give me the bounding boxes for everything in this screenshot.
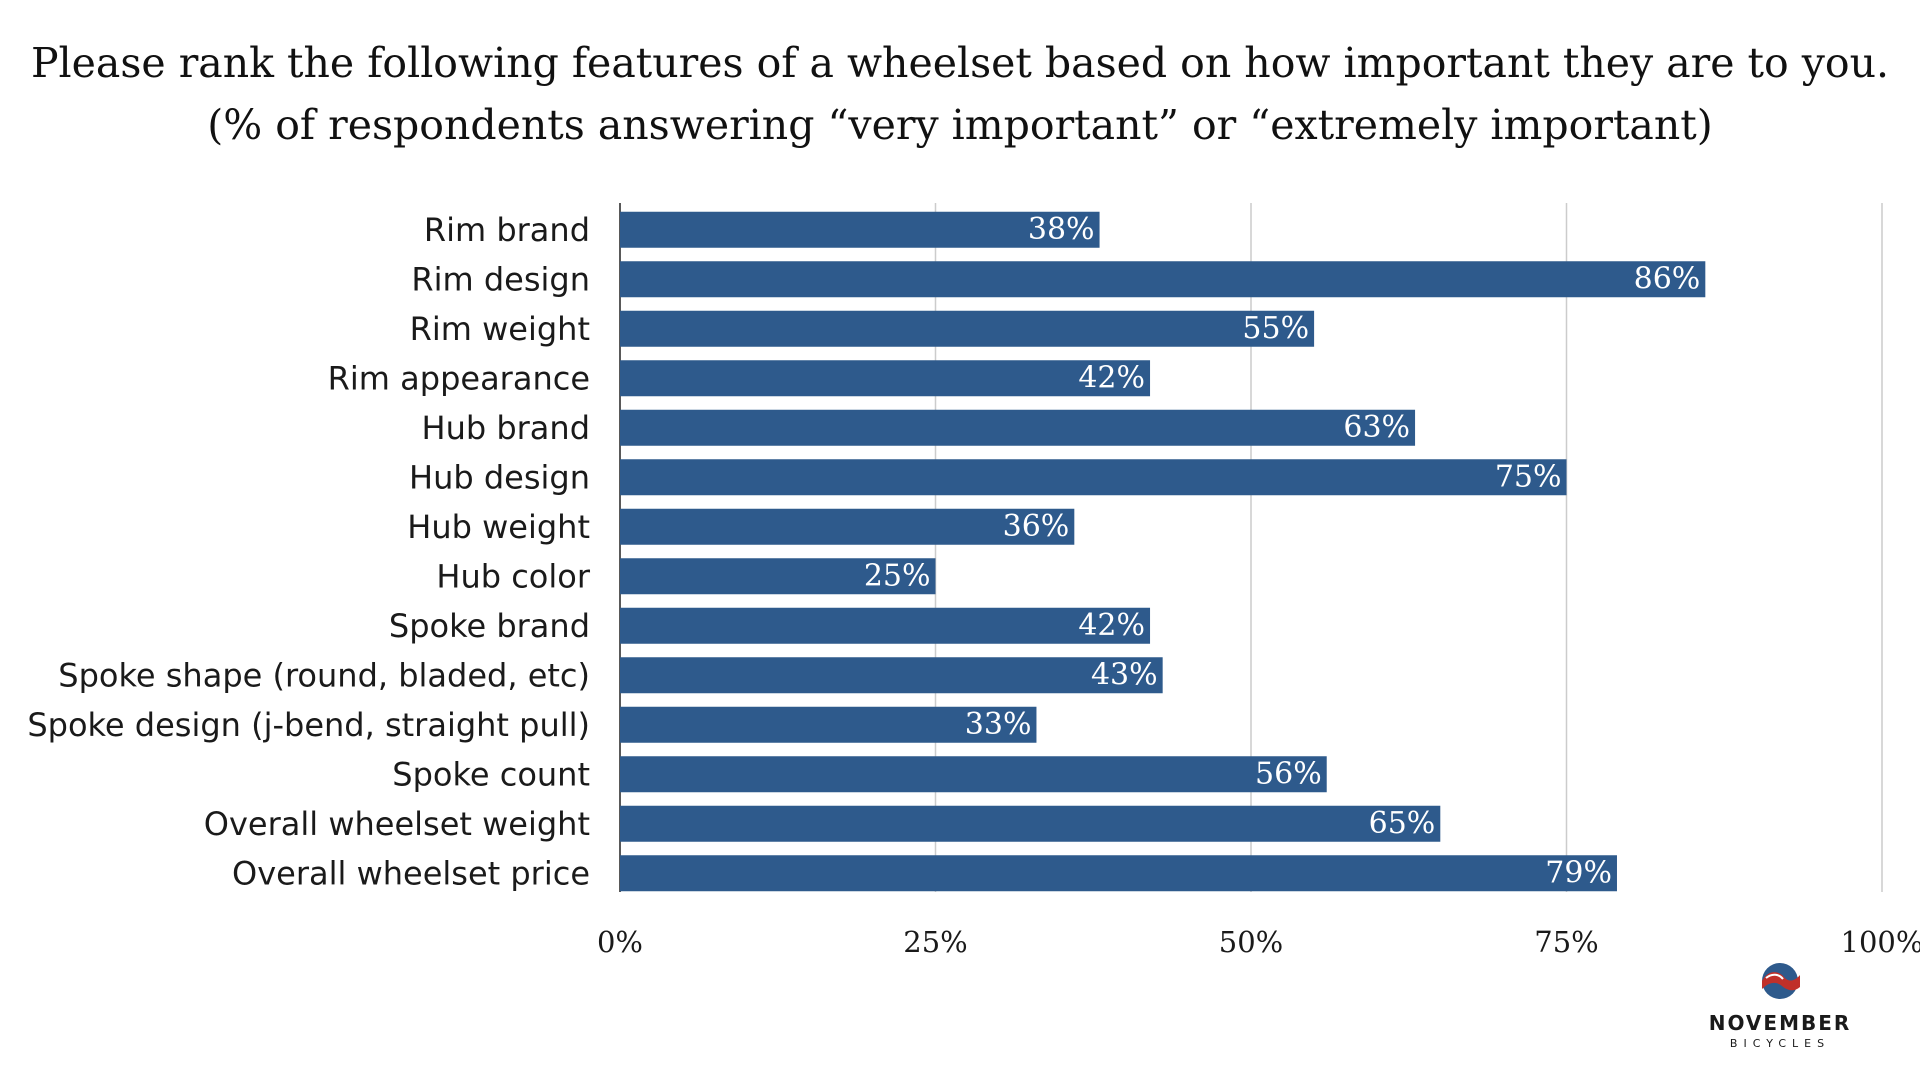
- data-label: 79%: [1545, 855, 1612, 890]
- category-label: Spoke brand: [389, 607, 590, 645]
- bar: [620, 360, 1151, 397]
- chart-title: Please rank the following features of a …: [30, 39, 1890, 87]
- logo-brand-text: NOVEMBER: [1708, 1011, 1852, 1035]
- category-label: Hub color: [436, 557, 590, 595]
- category-label: Hub design: [409, 458, 590, 496]
- x-tick-label: 0%: [597, 925, 643, 959]
- bar: [620, 310, 1315, 347]
- data-label: 75%: [1495, 459, 1562, 494]
- data-label: 56%: [1255, 756, 1322, 791]
- logo-sub-text: BICYCLES: [1729, 1037, 1831, 1050]
- bar: [620, 409, 1416, 446]
- category-label: Hub brand: [422, 409, 591, 447]
- bar: [620, 211, 1100, 248]
- x-tick-label: 75%: [1534, 925, 1598, 959]
- category-label: Rim weight: [410, 310, 590, 348]
- category-label: Spoke design (j-bend, straight pull): [27, 706, 590, 744]
- data-label: 42%: [1078, 608, 1145, 643]
- november-bicycles-logo: NOVEMBER BICYCLES: [1700, 960, 1860, 1050]
- category-label: Spoke count: [392, 755, 590, 793]
- x-tick-label: 100%: [1841, 925, 1920, 959]
- data-label: 36%: [1003, 509, 1070, 544]
- bar: [620, 805, 1441, 842]
- data-label: 65%: [1369, 806, 1436, 841]
- chart-title-block: Please rank the following features of a …: [0, 32, 1920, 156]
- category-label: Spoke shape (round, bladed, etc): [58, 656, 590, 694]
- data-label: 38%: [1028, 212, 1095, 247]
- chart-subtitle: (% of respondents answering “very import…: [207, 101, 1713, 149]
- bar: [620, 706, 1037, 743]
- bar: [620, 508, 1075, 545]
- data-label: 63%: [1343, 410, 1410, 445]
- bar: [620, 607, 1151, 644]
- data-label: 42%: [1078, 360, 1145, 395]
- bar: [620, 558, 936, 595]
- bar: [620, 459, 1567, 496]
- category-label: Rim brand: [424, 211, 590, 249]
- category-label: Overall wheelset price: [232, 854, 590, 892]
- x-tick-label: 50%: [1219, 925, 1283, 959]
- category-label: Overall wheelset weight: [204, 805, 590, 843]
- data-label: 55%: [1242, 311, 1309, 346]
- data-label: 25%: [864, 558, 931, 593]
- november-bicycles-logo-icon: [1762, 963, 1800, 999]
- category-label: Rim appearance: [328, 359, 590, 397]
- data-label: 86%: [1634, 261, 1701, 296]
- data-label: 43%: [1091, 657, 1158, 692]
- category-label: Hub weight: [407, 508, 590, 546]
- bar: [620, 657, 1163, 694]
- bar: [620, 756, 1327, 793]
- bar: [620, 261, 1706, 298]
- bar: [620, 855, 1617, 892]
- x-tick-label: 25%: [903, 925, 967, 959]
- category-label: Rim design: [411, 260, 590, 298]
- data-label: 33%: [965, 707, 1032, 742]
